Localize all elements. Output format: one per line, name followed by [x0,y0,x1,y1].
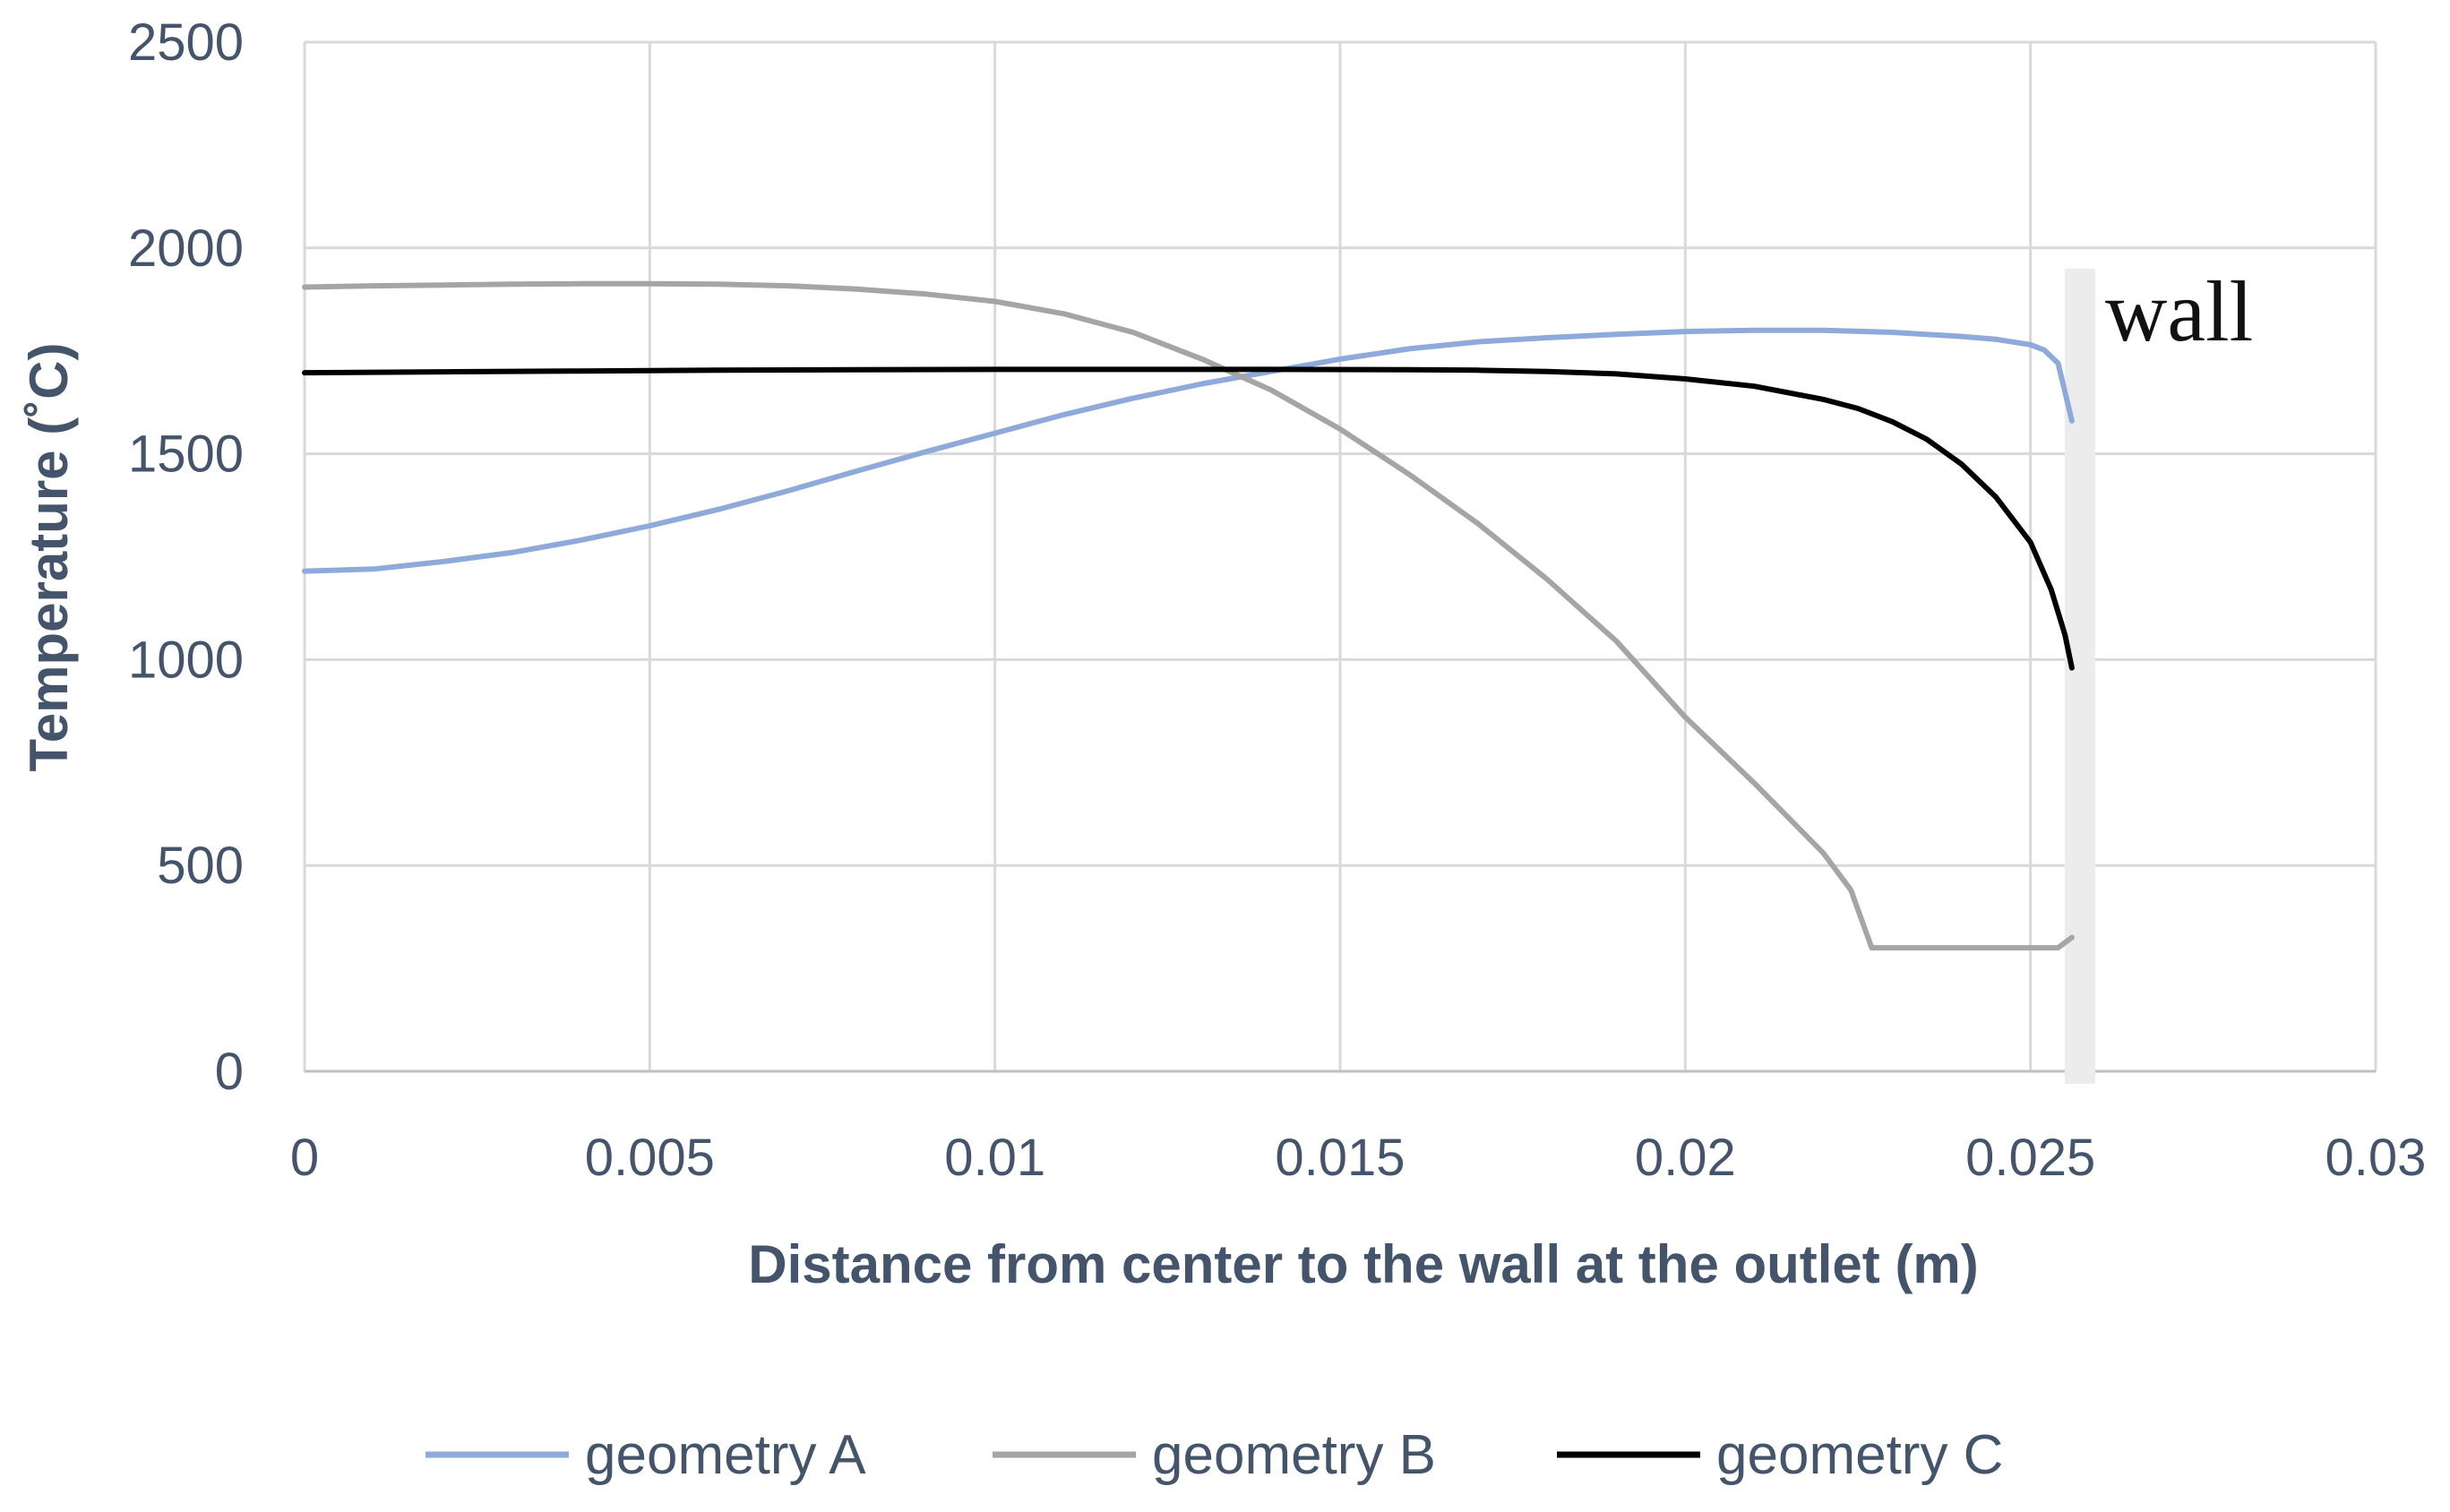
x-tick-label: 0.01 [944,1129,1045,1187]
y-axis-title: Temperature (˚C) [19,343,79,772]
y-tick-label: 2000 [128,219,244,278]
series-line-geometry-b [302,280,2075,951]
y-tick-label: 0 [215,1043,244,1101]
y-tick-label: 1000 [128,631,244,689]
series-line-geometry-c [302,366,2075,671]
x-tick-label: 0.015 [1275,1129,1405,1187]
gridlines [303,40,2377,1073]
y-tick-label: 500 [157,837,244,895]
legend-label-geometry-b: geometry B [1152,1424,1436,1486]
legend-label-geometry-a: geometry A [585,1424,866,1486]
x-axis-tick-labels: 0 0.005 0.01 0.015 0.02 0.025 0.03 [290,1129,2427,1187]
x-tick-label: 0.02 [1635,1129,1736,1187]
y-axis-tick-labels: 0 500 1000 1500 2000 2500 [128,13,244,1101]
x-tick-label: 0 [290,1129,319,1187]
x-tick-label: 0.005 [585,1129,715,1187]
x-tick-label: 0.025 [1965,1129,2095,1187]
x-tick-label: 0.03 [2325,1129,2427,1187]
wall-shading [2064,269,2095,1084]
y-tick-label: 1500 [128,425,244,484]
wall-annotation: wall [2105,263,2253,359]
legend: geometry A geometry B geometry C [426,1424,2003,1486]
x-axis-title: Distance from center to the wall at the … [748,1234,1979,1294]
series-line-geometry-a [302,327,2075,574]
legend-label-geometry-c: geometry C [1716,1424,2003,1486]
series-lines [302,280,2075,951]
y-tick-label: 2500 [128,13,244,72]
